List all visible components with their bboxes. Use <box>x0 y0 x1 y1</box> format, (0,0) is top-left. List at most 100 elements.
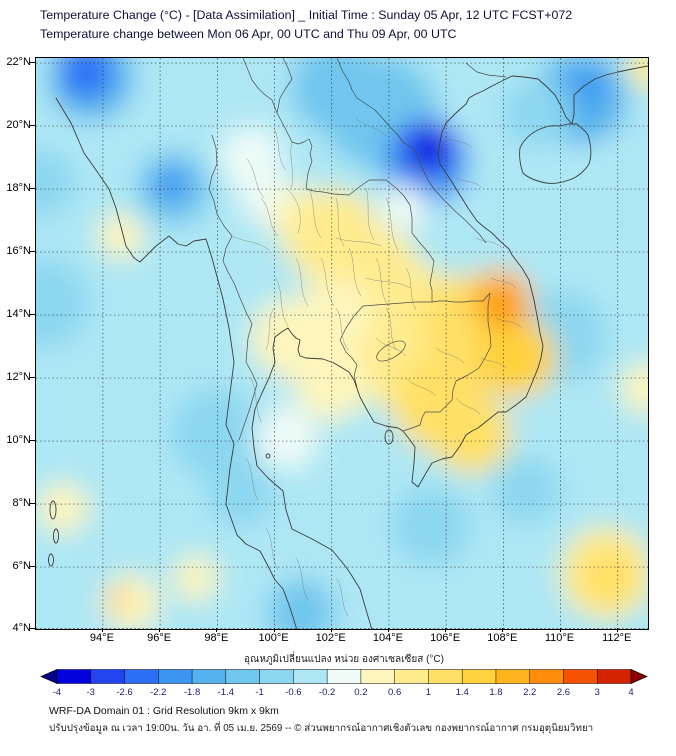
colorbar-tick-label: -1.4 <box>217 687 234 698</box>
x-axis-tick-label: 98°E <box>204 632 229 644</box>
colorbar-segment <box>326 669 362 684</box>
colorbar-tick-label: -4 <box>52 687 62 698</box>
colorbar-tick-label: 3 <box>594 687 600 698</box>
field-blob <box>152 166 190 204</box>
colorbar-segment <box>56 669 92 684</box>
field-blob <box>489 289 519 319</box>
colorbar-segment <box>394 669 429 684</box>
colorbar-tick-label: -2.2 <box>150 687 167 698</box>
x-axis-tick-mark <box>216 628 218 632</box>
x-axis-tick-mark <box>502 628 504 632</box>
coastline-east <box>251 65 648 629</box>
field-blob <box>620 362 648 414</box>
field-blob <box>391 486 471 567</box>
colorbar-segment <box>529 669 565 684</box>
x-axis-tick-mark <box>159 628 161 632</box>
y-axis-tick-label: 16°N <box>6 245 31 258</box>
map-plot-area <box>35 57 649 630</box>
y-axis-tick-mark <box>30 377 35 379</box>
coastline-west <box>55 97 298 629</box>
field-blob <box>173 555 219 601</box>
colorbar-segment <box>461 669 497 684</box>
colorbar-tick-label: 2.6 <box>556 687 571 698</box>
y-axis-tick-mark <box>30 62 35 64</box>
province-borders-south-thailand <box>245 377 349 617</box>
andaman-island-3 <box>48 553 54 567</box>
field-blob <box>294 345 369 421</box>
colorbar-title: อุณหภูมิเปลี่ยนแปลง หน่วย องศาเซลเซียส (… <box>244 654 444 665</box>
field-blob <box>170 387 262 480</box>
hainan-island <box>519 123 592 184</box>
field-blob <box>37 482 89 534</box>
y-axis-tick-label: 22°N <box>6 56 31 69</box>
figure-title-line2: Temperature change between Mon 06 Apr, 0… <box>40 27 457 41</box>
tonle-sap-lake <box>376 340 406 362</box>
field-blob <box>628 58 648 89</box>
x-axis-tick-mark <box>445 628 447 632</box>
x-axis-tick-label: 110°E <box>544 632 575 644</box>
x-axis-tick-label: 94°E <box>89 632 114 644</box>
colorbar-tick-label: 4 <box>628 687 634 698</box>
colorbar-segment <box>225 669 261 684</box>
colorbar-segment <box>259 669 294 684</box>
field-blob <box>296 278 376 359</box>
field-blob <box>491 455 561 525</box>
footer-domain-info: WRF-DA Domain 01 : Grid Resolution 9km x… <box>49 705 279 717</box>
x-axis-tick-label: 96°E <box>147 632 172 644</box>
border-cambodia-laos-vietnam <box>402 292 492 432</box>
y-axis-tick-label: 20°N <box>6 119 31 132</box>
border-laos-vietnam <box>336 58 487 244</box>
colorbar-tick-label: 0.2 <box>354 687 368 698</box>
x-axis-tick-label: 112°E <box>602 632 632 644</box>
y-axis-tick-label: 6°N <box>12 560 31 573</box>
y-axis-tick-label: 4°N <box>12 622 31 634</box>
y-axis-tick-mark <box>30 251 35 253</box>
field-blob <box>36 257 90 349</box>
field-blob <box>501 78 571 148</box>
x-axis-tick-label: 104°E <box>372 632 403 644</box>
province-borders-laos-vietnam-cambodia <box>355 117 523 415</box>
y-axis-tick-mark <box>30 188 35 190</box>
field-blob <box>108 589 128 609</box>
map-borders <box>48 58 648 629</box>
phu-quoc-island <box>384 429 394 445</box>
colorbar-segment <box>428 669 463 684</box>
colorbar-segment <box>293 669 328 684</box>
x-axis-tick-label: 106°E <box>430 632 461 644</box>
colorbar-segment <box>360 669 396 684</box>
field-blob <box>331 443 401 513</box>
colorbar-segment <box>191 669 227 684</box>
border-thailand-cambodia <box>339 301 432 388</box>
colorbar-segment <box>158 669 193 684</box>
border-myanmar-laos-north <box>242 58 278 114</box>
map-canvas <box>36 58 648 629</box>
colorbar-segment <box>90 669 126 684</box>
figure-title-line1: Temperature Change (°C) - [Data Assimila… <box>40 8 573 22</box>
colorbar-segment <box>596 669 632 684</box>
x-axis-tick-mark <box>387 628 389 632</box>
y-axis-tick-label: 18°N <box>6 182 31 195</box>
border-thailand-laos-mekong <box>276 58 435 302</box>
colorbar-tick-label: 1.4 <box>455 687 469 698</box>
colorbar-tick-label: -0.6 <box>285 687 302 698</box>
field-blob <box>476 317 557 398</box>
field-blob <box>431 393 511 474</box>
x-axis-tick-mark <box>330 628 332 632</box>
colorbar-right-arrow <box>630 669 648 684</box>
y-axis-tick-mark <box>30 503 35 505</box>
field-blob <box>381 185 427 231</box>
border-vietnam-china <box>465 62 507 78</box>
colorbar-tick-label: 1.8 <box>489 687 503 698</box>
y-axis-tick-label: 12°N <box>6 371 31 384</box>
province-borders-north-central-thailand <box>231 127 349 351</box>
field-blob <box>102 574 160 629</box>
y-axis-tick-mark <box>30 440 35 442</box>
colorbar-tick-label: 0.6 <box>388 687 402 698</box>
y-axis-tick-mark <box>30 314 35 316</box>
y-axis-tick-mark <box>30 125 35 127</box>
footer-attribution: ปรับปรุงข้อมูล ณ เวลา 19:00น. วัน อา. ที… <box>49 723 594 734</box>
field-blob <box>414 134 446 166</box>
colorbar-tick-label: 2.2 <box>523 687 537 698</box>
colorbar-tick-label: -1.8 <box>183 687 201 698</box>
